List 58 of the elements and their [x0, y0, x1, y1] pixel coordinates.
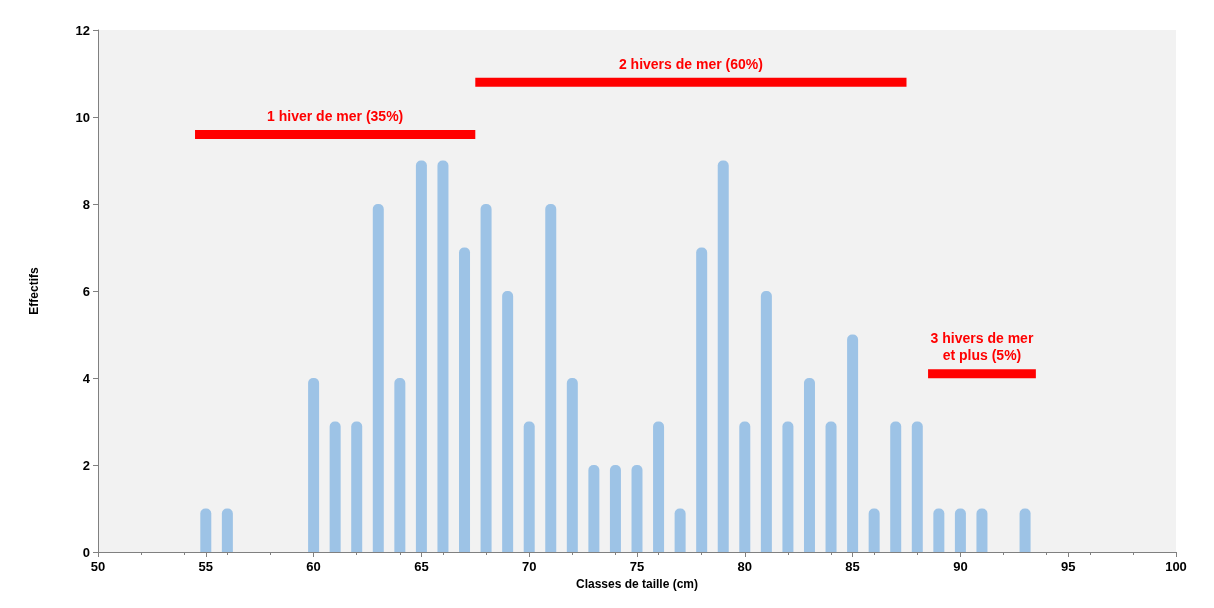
- x-tick-label: 50: [90, 559, 106, 574]
- y-tick-label: 0: [82, 544, 90, 560]
- x-tick-label: 65: [414, 559, 429, 574]
- bar: [717, 160, 729, 552]
- bar: [782, 421, 794, 552]
- bar: [760, 291, 772, 552]
- bar: [653, 421, 665, 552]
- bar: [911, 421, 923, 552]
- bar: [351, 421, 363, 552]
- y-tick-label: 8: [82, 196, 90, 212]
- bar: [566, 378, 578, 552]
- bar: [825, 421, 837, 552]
- x-tick-label: 55: [198, 559, 214, 574]
- x-tick-label: 60: [306, 559, 321, 574]
- bar: [1019, 508, 1031, 552]
- annotation: 2 hivers de mer (60%): [618, 55, 763, 72]
- bar: [588, 465, 600, 552]
- x-tick-label: 90: [953, 559, 968, 574]
- bar: [868, 508, 880, 552]
- bar: [545, 204, 557, 552]
- bar: [221, 508, 233, 552]
- y-tick-label: 2: [82, 457, 90, 473]
- x-tick-label: 85: [845, 559, 860, 574]
- bar: [200, 508, 212, 552]
- y-tick-label: 10: [75, 109, 90, 125]
- y-tick-label: 12: [75, 22, 90, 38]
- bar: [394, 378, 406, 552]
- x-axis-title: Classes de taille (cm): [575, 577, 699, 591]
- bar: [372, 204, 384, 552]
- bar: [631, 465, 643, 552]
- x-tick-label: 80: [737, 559, 753, 574]
- x-tick-label: 100: [1165, 559, 1187, 574]
- x-tick-label: 75: [629, 559, 645, 574]
- bar: [480, 204, 492, 552]
- bar: [502, 291, 514, 552]
- annotation: 3 hivers de mer et plus (5%): [930, 330, 1034, 364]
- bar: [674, 508, 686, 552]
- x-tick-label: 95: [1060, 559, 1076, 574]
- y-tick-label: 6: [82, 283, 90, 299]
- bar: [890, 421, 902, 552]
- bar: [847, 334, 859, 552]
- bar: [308, 378, 320, 552]
- bar: [609, 465, 621, 552]
- bar: [739, 421, 751, 552]
- y-axis-title: Effectifs: [27, 267, 41, 315]
- x-tick-label: 70: [521, 559, 537, 574]
- bar: [933, 508, 945, 552]
- bar: [803, 378, 815, 552]
- bar: [954, 508, 966, 552]
- bar: [329, 421, 341, 552]
- bar: [437, 160, 449, 552]
- annotation: 1 hiver de mer (35%): [267, 107, 404, 124]
- bar: [459, 247, 471, 552]
- bar: [696, 247, 708, 552]
- bar: [415, 160, 427, 552]
- bar: [523, 421, 535, 552]
- y-tick-label: 4: [82, 370, 91, 386]
- bar: [976, 508, 988, 552]
